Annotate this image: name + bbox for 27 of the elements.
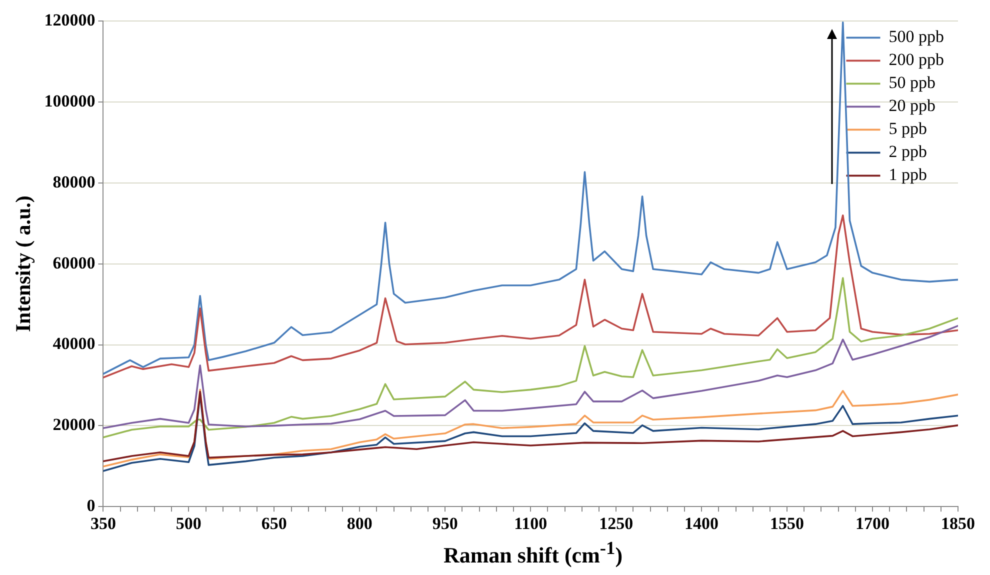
legend-label: 1 ppb — [888, 165, 927, 184]
x-tick-label: 350 — [90, 514, 116, 534]
y-tick-label: 100000 — [44, 91, 96, 110]
x-tick-label: 1700 — [856, 514, 890, 534]
x-tick-label: 800 — [346, 514, 372, 534]
x-tick-label: 1850 — [941, 514, 975, 534]
y-tick-label: 120000 — [44, 10, 96, 30]
y-tick-label: 20000 — [52, 415, 96, 434]
y-tick-label: 0 — [86, 496, 96, 515]
legend-label: 2 ppb — [888, 142, 927, 162]
x-tick-label: 500 — [176, 514, 202, 534]
legend-label: 500 ppb — [888, 27, 944, 46]
legend-label: 20 ppb — [888, 96, 936, 116]
y-tick-label: 60000 — [52, 253, 96, 272]
x-tick-label: 1550 — [770, 514, 804, 534]
x-tick-label: 1250 — [599, 514, 634, 534]
x-tick-label: 950 — [432, 514, 458, 534]
legend-label: 5 ppb — [888, 119, 927, 138]
x-tick-label: 1400 — [684, 514, 719, 534]
legend-label: 200 ppb — [888, 50, 944, 70]
x-axis-title: Raman shift (cm$^{-1}$) — [442, 538, 624, 568]
legend-label: 50 ppb — [888, 73, 936, 92]
y-axis-title: Intensity ( a.u.) — [11, 196, 36, 332]
y-tick-label: 80000 — [52, 172, 96, 192]
x-tick-label: 1100 — [514, 514, 548, 534]
y-tick-label: 40000 — [52, 334, 96, 354]
x-tick-label: 650 — [261, 514, 287, 534]
